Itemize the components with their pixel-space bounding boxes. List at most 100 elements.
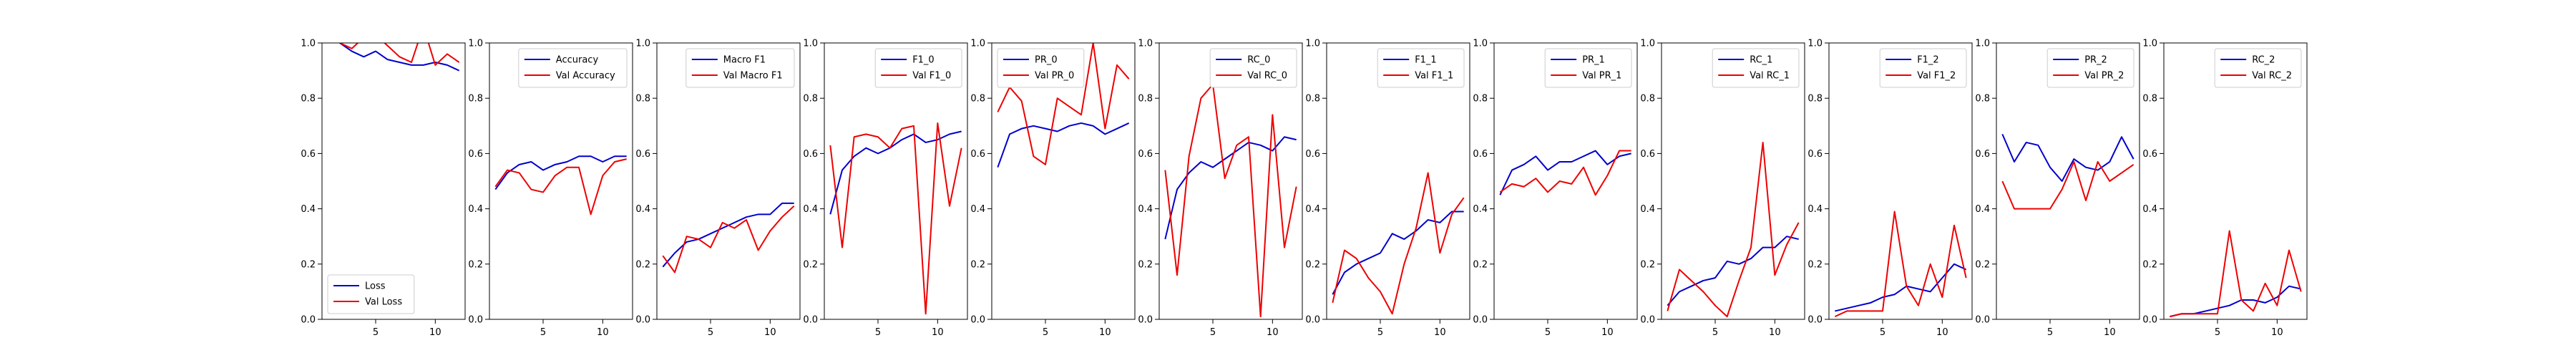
y-tick-label: 1.0 <box>1975 39 1990 49</box>
legend-label: Val Accuracy <box>556 71 615 82</box>
legend-box <box>2046 48 2135 88</box>
legend-label: PR_1 <box>1582 55 1605 66</box>
y-tick-label: 0.0 <box>970 315 985 326</box>
x-tick-label: 5 <box>1712 327 1718 338</box>
legend-box <box>518 48 628 88</box>
subplot-10: 0.0 0.2 0.4 0.6 0.8 1.0 5 10 F1_2 Val F1_2 <box>1807 39 1973 338</box>
series-line-val <box>494 158 627 216</box>
y-tick-label: 0.2 <box>635 259 650 270</box>
x-tick-label: 5 <box>2215 327 2220 338</box>
series-line-train <box>1332 211 1464 295</box>
y-tick-label: 0.0 <box>1305 315 1320 326</box>
series-line-val <box>2001 160 2135 210</box>
legend: RC_1 Val RC_1 <box>1712 48 1800 88</box>
legend-label: Val RC_0 <box>1247 71 1287 82</box>
axes-frame <box>1158 42 1303 320</box>
series-line-val <box>2170 230 2302 318</box>
legend-label: Accuracy <box>556 55 599 66</box>
y-tick-label: 0.4 <box>1138 204 1153 215</box>
y-tick-label: 1.0 <box>635 39 650 49</box>
y-tick-label: 0.8 <box>1305 94 1320 105</box>
y-tick-label: 0.0 <box>1138 315 1153 326</box>
axes-frame <box>656 42 801 320</box>
legend-label: Val PR_0 <box>1035 71 1074 82</box>
legend-label: Val F1_1 <box>1415 71 1453 82</box>
subplot-4: 0.0 0.2 0.4 0.6 0.8 1.0 5 10 F1_0 Val F1_0 <box>803 39 968 338</box>
legend: F1_0 Val F1_0 <box>874 48 962 88</box>
y-tick-label: 0.6 <box>2142 149 2157 160</box>
series-line-val <box>1164 83 1297 318</box>
legend-label: RC_1 <box>1750 55 1772 66</box>
y-tick-label: 0.6 <box>301 149 316 160</box>
series-line-val <box>338 43 460 66</box>
x-tick-label: 5 <box>373 327 379 338</box>
x-tick-label: 10 <box>1936 327 1948 338</box>
x-tick-label: 5 <box>1880 327 1885 338</box>
legend: Accuracy Val Accuracy <box>518 48 628 88</box>
legend-label: Val F1_2 <box>1917 71 1956 82</box>
legend: Macro F1 Val Macro F1 <box>686 48 795 88</box>
y-tick-label: 0.2 <box>1640 259 1655 270</box>
y-tick-label: 0.2 <box>1975 259 1990 270</box>
x-tick-label: 10 <box>2104 327 2116 338</box>
y-tick-label: 0.4 <box>1807 204 1823 215</box>
axes-frame <box>1996 42 2140 320</box>
legend-label: F1_2 <box>1917 55 1939 66</box>
y-tick-label: 0.0 <box>2142 315 2157 326</box>
y-tick-label: 0.4 <box>1975 204 1990 215</box>
y-tick-label: 0.8 <box>1640 94 1655 105</box>
y-tick-label: 0.2 <box>1305 259 1320 270</box>
y-tick-label: 0.8 <box>635 94 650 105</box>
x-tick-label: 5 <box>708 327 713 338</box>
legend: RC_0 Val RC_0 <box>1209 48 1297 88</box>
legend-label: Val F1_0 <box>912 71 951 82</box>
y-tick-label: 0.6 <box>1138 149 1153 160</box>
y-tick-label: 1.0 <box>970 39 985 49</box>
legend: RC_2 Val RC_2 <box>2214 48 2302 88</box>
legend-label: Val RC_1 <box>1750 71 1790 82</box>
y-tick-label: 0.4 <box>301 204 316 215</box>
series-line-val <box>1499 150 1631 196</box>
y-tick-label: 1.0 <box>1305 39 1320 49</box>
x-tick-label: 5 <box>540 327 546 338</box>
y-tick-label: 0.0 <box>1473 315 1488 326</box>
y-tick-label: 1.0 <box>803 39 818 49</box>
subplot-9: 0.0 0.2 0.4 0.6 0.8 1.0 5 10 RC_1 Val RC_1 <box>1640 39 1805 338</box>
legend-box <box>1544 48 1632 88</box>
y-tick-label: 0.0 <box>301 315 316 326</box>
x-tick-label: 5 <box>1043 327 1048 338</box>
series-line-val <box>662 205 795 274</box>
y-tick-label: 0.4 <box>1640 204 1655 215</box>
legend-label: RC_2 <box>2252 55 2275 66</box>
series-line-train <box>1667 236 1799 306</box>
subplot-7: 0.0 0.2 0.4 0.6 0.8 1.0 5 10 F1_1 Val F1_1 <box>1305 39 1470 338</box>
x-tick-label: 5 <box>875 327 881 338</box>
axes-frame <box>2163 42 2308 320</box>
y-tick-label: 0.2 <box>301 259 316 270</box>
y-tick-label: 0.4 <box>1305 204 1320 215</box>
y-tick-label: 1.0 <box>2142 39 2157 49</box>
y-tick-label: 1.0 <box>1138 39 1153 49</box>
series-line-train <box>997 122 1130 168</box>
y-tick-label: 1.0 <box>1640 39 1655 49</box>
legend-label: F1_0 <box>912 55 935 66</box>
legend-label: Loss <box>365 281 386 292</box>
y-tick-label: 0.4 <box>803 204 818 215</box>
legend: PR_2 Val PR_2 <box>2046 48 2135 88</box>
y-tick-label: 0.0 <box>1640 315 1655 326</box>
y-tick-label: 0.2 <box>2142 259 2157 270</box>
x-tick-label: 10 <box>1099 327 1111 338</box>
y-tick-label: 1.0 <box>301 39 316 49</box>
series-line-train <box>494 155 627 190</box>
legend-box <box>874 48 962 88</box>
subplot-6: 0.0 0.2 0.4 0.6 0.8 1.0 5 10 RC_0 Val RC_0 <box>1138 39 1303 338</box>
y-tick-label: 0.8 <box>2142 94 2157 105</box>
legend-label: Val Loss <box>365 297 402 308</box>
x-tick-label: 10 <box>429 327 441 338</box>
y-tick-label: 0.8 <box>803 94 818 105</box>
series-line-val <box>997 43 1130 165</box>
y-tick-label: 0.4 <box>970 204 985 215</box>
subplot-2: 0.0 0.2 0.4 0.6 0.8 1.0 5 10 Accuracy Val Accurac… <box>468 39 633 338</box>
x-tick-label: 10 <box>1434 327 1446 338</box>
series-line-val <box>829 122 962 315</box>
